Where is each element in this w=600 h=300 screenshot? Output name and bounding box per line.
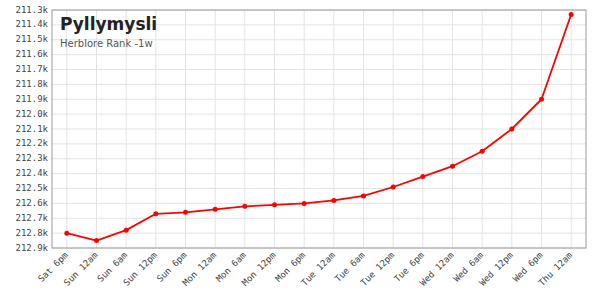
grid-line-x [215,10,216,248]
y-tick-label: 211.7k [15,64,48,74]
y-tick-label: 212.1k [15,124,48,134]
grid-line-x [363,10,364,248]
x-tick-label: Mon 12am [181,250,219,288]
grid-line-y [52,218,586,219]
y-tick-label: 211.4k [15,19,48,29]
plot-area [52,10,586,248]
grid-line-y [52,84,586,85]
y-tick-label: 211.3k [15,5,48,15]
grid [52,10,586,248]
point [539,97,544,102]
y-tick-label: 211.8k [15,79,48,89]
y-tick-label: 212.7k [15,213,48,223]
title: Pyllymysli [60,14,157,34]
x-tick-label: Mon 12pm [240,250,278,288]
grid-line-y [52,129,586,130]
chart-container: 211.3k 211.4k 211.5k 211.6k 211.7k 211.8k 211.… [0,0,600,300]
point [569,12,574,17]
x-tick-label: Wed 12pm [477,250,515,288]
point [153,211,158,216]
grid-line-x [541,10,542,248]
subtitle: Herblore Rank -1w [60,38,153,49]
point [242,204,247,209]
grid-line-x [452,10,453,248]
grid-line-y [52,188,586,189]
y-tick-label: 212.5k [15,183,48,193]
x-tick-label: Wed 12am [418,250,456,288]
grid-line-x [304,10,305,248]
grid-line-y [52,54,586,55]
point [480,149,485,154]
grid-line-y [52,233,586,234]
point [331,198,336,203]
point [94,238,99,243]
chart-svg: 211.3k 211.4k 211.5k 211.6k 211.7k 211.8k 211.… [0,0,600,300]
grid-line-y [52,143,586,144]
y-tick-label: 212.9k [15,243,48,253]
point [391,185,396,190]
grid-line-x [482,10,483,248]
grid-line-y [52,69,586,70]
x-tick-label: Tue 12pm [359,250,397,288]
grid-line-x [333,10,334,248]
x-tick-label: Thu 12am [537,250,575,288]
y-tick-label: 212.8k [15,228,48,238]
grid-line-y [52,203,586,204]
y-tick-label: 212.2k [15,138,48,148]
grid-line-y [52,114,586,115]
y-tick-label: 212.0k [15,109,48,119]
point [361,193,366,198]
grid-line-x [393,10,394,248]
y-tick-label: 212.3k [15,153,48,163]
y-tick-label: 211.9k [15,94,48,104]
y-tick-label: 212.6k [15,198,48,208]
point [124,228,129,233]
x-tick-label: Sun 12am [62,250,100,288]
grid-line-x [422,10,423,248]
y-tick-label: 211.6k [15,49,48,59]
x-tick-label: Tue 12am [299,250,337,288]
point [450,164,455,169]
grid-line-x [244,10,245,248]
grid-line-x [571,10,572,248]
grid-line-y [52,99,586,100]
y-tick-label: 212.4k [15,168,48,178]
grid-line-y [52,173,586,174]
point [509,127,514,132]
grid-line-y [52,158,586,159]
point [64,231,69,236]
point [213,207,218,212]
x-tick-label: Sun 12pm [121,250,159,288]
point [183,210,188,215]
y-tick-label: 211.5k [15,34,48,44]
point [420,174,425,179]
grid-line-x [274,10,275,248]
point [302,201,307,206]
plot-frame [52,10,586,248]
point [272,202,277,207]
